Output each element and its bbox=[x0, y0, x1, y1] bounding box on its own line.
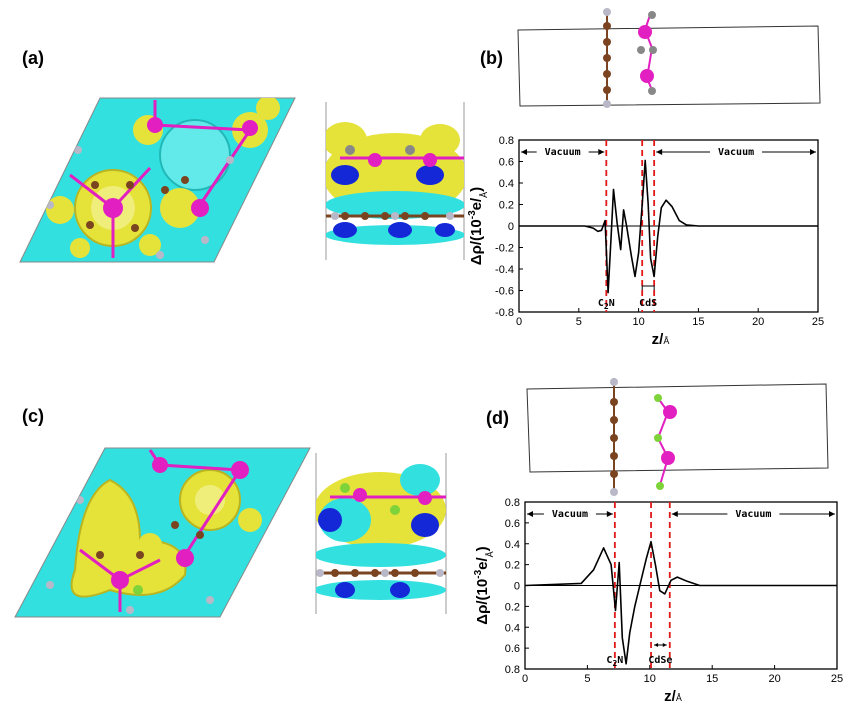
y-tick-label: -0.8 bbox=[495, 307, 514, 319]
cdse-arrow-head-right bbox=[662, 643, 667, 647]
y-tick-label: 0.4 bbox=[505, 539, 520, 551]
vacuum-right-arrow-head-right bbox=[810, 149, 816, 155]
y-axis-title: Δρ/(10-3e/Å) bbox=[473, 546, 495, 624]
y-tick-label: -0.2 bbox=[495, 243, 514, 255]
vacuum-left-label-bg bbox=[536, 144, 589, 155]
vacuum-left-arrow-head-left bbox=[521, 149, 527, 155]
cds-annotation: CdS bbox=[639, 298, 657, 309]
y-tick-label: -0.4 bbox=[495, 264, 514, 276]
y-tick-label: 0.8 bbox=[499, 135, 514, 147]
y-tick-label: 0.8 bbox=[505, 664, 520, 676]
x-tick-label: 5 bbox=[576, 316, 582, 328]
structure-side-view-b bbox=[517, 8, 821, 108]
y-tick-label: 0 bbox=[508, 221, 514, 233]
x-tick-label: 25 bbox=[831, 673, 843, 685]
x-tick-label: 5 bbox=[584, 673, 590, 685]
y-tick-label: 0.6 bbox=[499, 157, 514, 169]
c2n-annotation: C2N bbox=[598, 298, 615, 311]
vacuum-left-arrow-head-right bbox=[598, 149, 605, 155]
vacuum-left-label-bg bbox=[543, 506, 596, 517]
x-tick-label: 20 bbox=[768, 673, 780, 685]
charge-density-chart-b: 0 5 10 15 20 25 0.8 0.6 0.4 0.2 0 -0.2 -0.4 -0.6 -0.8 V… bbox=[467, 135, 824, 348]
isosurface-side-view-c bbox=[315, 453, 447, 614]
vacuum-left-label: Vacuum bbox=[545, 147, 581, 158]
charge-density-line bbox=[519, 159, 818, 294]
y-tick-label: 0.6 bbox=[505, 518, 520, 530]
panel-label-b: (b) bbox=[480, 48, 503, 68]
charge-density-chart-d: 0 5 10 15 20 25 0.8 0.6 0.4 0.2 0 0.2 0.4 0.6 0.8 Vacuu… bbox=[473, 497, 843, 705]
structure-side-view-d bbox=[526, 378, 829, 496]
vacuum-right-label-bg bbox=[727, 506, 780, 517]
y-tick-label: 0.2 bbox=[499, 200, 514, 212]
y-tick-label: 0.2 bbox=[505, 601, 520, 613]
isosurface-top-view-c bbox=[14, 447, 311, 618]
x-tick-label: 10 bbox=[632, 316, 644, 328]
vacuum-left-label: Vacuum bbox=[552, 509, 588, 520]
cds-bracket bbox=[641, 285, 655, 290]
x-axis-title: z/Å bbox=[652, 331, 670, 348]
x-tick-label: 0 bbox=[516, 316, 522, 328]
vacuum-right-label-bg bbox=[710, 144, 763, 155]
x-tick-label: 20 bbox=[752, 316, 764, 328]
x-axis-title: z/Å bbox=[664, 688, 682, 705]
charge-density-line bbox=[524, 540, 837, 665]
vacuum-left-arrow-head-right bbox=[606, 511, 613, 517]
isosurface-side-view-a bbox=[325, 102, 465, 260]
x-tick-label: 25 bbox=[812, 316, 824, 328]
vacuum-right-arrow-head-right bbox=[829, 511, 835, 517]
y-tick-label: 0.2 bbox=[505, 560, 520, 572]
x-tick-label: 15 bbox=[692, 316, 704, 328]
c2n-annotation: C2N bbox=[606, 655, 623, 668]
panel-label-c: (c) bbox=[22, 406, 44, 426]
vacuum-right-label: Vacuum bbox=[718, 147, 754, 158]
panel-label-a: (a) bbox=[22, 48, 44, 68]
cdse-arrow-head-left bbox=[654, 643, 659, 647]
y-tick-label: -0.6 bbox=[495, 286, 514, 298]
y-tick-label: 0.4 bbox=[499, 178, 514, 190]
x-tick-label: 0 bbox=[522, 673, 528, 685]
y-tick-label: 0.4 bbox=[505, 622, 520, 634]
y-tick-label: 0 bbox=[514, 581, 520, 593]
vacuum-right-arrow-head-left bbox=[656, 149, 663, 155]
vacuum-right-arrow-head-left bbox=[671, 511, 678, 517]
y-tick-label: 0.8 bbox=[505, 497, 520, 509]
y-tick-label: 0.6 bbox=[505, 643, 520, 655]
isosurface-top-view-a bbox=[19, 97, 296, 263]
cdse-annotation: CdSe bbox=[648, 655, 672, 666]
y-axis-title: Δρ/(10-3e/Å) bbox=[467, 187, 489, 265]
x-tick-label: 10 bbox=[644, 673, 656, 685]
x-tick-label: 15 bbox=[706, 673, 718, 685]
panel-label-d: (d) bbox=[486, 408, 509, 428]
vacuum-left-arrow-head-left bbox=[527, 511, 533, 517]
vacuum-right-label: Vacuum bbox=[735, 509, 771, 520]
